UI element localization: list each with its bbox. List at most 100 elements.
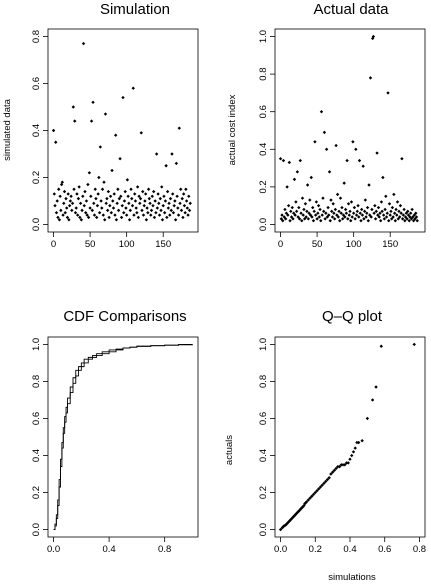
data-point [405,217,409,221]
data-point [76,196,81,201]
data-point [294,200,298,204]
data-point [59,208,63,213]
data-point [391,215,395,219]
data-point [355,440,359,445]
data-point [172,203,176,208]
data-point [365,205,370,210]
x-tick-label: 0.0 [274,544,287,555]
data-point [73,211,78,215]
x-tick-label: 150 [155,239,171,250]
data-point [295,170,300,174]
data-point [117,196,122,201]
data-point [171,192,175,196]
data-point [401,213,406,217]
data-point [289,209,293,214]
data-point [350,215,354,219]
data-point [367,183,371,187]
data-point [324,147,329,151]
y-tick-label: 0.2 [258,180,269,193]
data-point [188,201,192,206]
data-point [158,196,162,201]
x-tick-label: 100 [119,239,135,250]
data-point [150,194,154,198]
data-point [108,194,113,198]
panel-qq-plot: Q–Q plot actuals simulations 0.0 0.2 0.4 0.… [224,308,426,583]
data-point [286,213,290,217]
y-axis-label: simulated data [2,98,13,161]
data-point [382,217,387,221]
data-point [365,416,370,421]
data-point [140,208,144,213]
data-point [309,175,313,180]
data-point [65,206,69,210]
data-point [365,211,369,215]
data-point [183,211,187,215]
data-point [303,202,308,206]
data-point [94,196,98,201]
data-point [370,207,374,212]
data-point [169,208,173,213]
data-point [398,203,403,208]
data-point [125,178,130,182]
data-point [336,215,341,219]
data-point [114,218,119,222]
data-point [91,100,95,105]
data-point [388,213,392,217]
data-point [414,215,419,219]
panel-title: Actual data [313,1,389,18]
data-point [56,215,60,220]
data-point [392,211,397,215]
data-point [154,211,158,215]
data-point [73,119,77,123]
data-point [157,201,161,206]
y-tick-label: 0.6 [258,105,269,118]
data-point [362,217,366,221]
data-point [395,200,400,204]
data-point [343,463,347,467]
data-point [384,194,388,198]
data-point [62,201,66,206]
data-point [105,196,109,201]
data-point [184,187,188,191]
data-point [304,215,308,219]
data-point [386,91,390,95]
data-point [159,208,163,213]
data-point [157,213,162,217]
data-point [328,219,332,223]
data-point [336,464,340,469]
data-point [149,213,153,217]
data-point [330,470,335,474]
data-point [187,194,191,198]
data-point [319,219,323,223]
data-point [305,209,309,214]
data-point [115,201,119,206]
data-point [165,189,170,194]
data-point [321,196,325,200]
data-point [351,211,356,215]
data-point [357,158,362,163]
data-point [70,208,74,213]
data-point [290,516,294,521]
data-point [340,205,344,210]
data-point [321,209,326,214]
data-point [290,205,294,210]
data-point [398,215,402,219]
data-point [116,208,121,213]
data-point [413,217,417,221]
y-tick-label: 0.6 [258,412,269,425]
data-point [299,211,303,215]
data-point [103,112,108,116]
data-point [57,218,62,222]
data-point [322,481,326,485]
data-point [358,211,362,215]
data-point [89,194,93,198]
data-point [180,196,184,201]
data-point [395,213,399,217]
data-point [337,464,342,469]
data-point [147,196,152,201]
data-point [92,213,97,217]
data-point [369,215,373,219]
data-point [298,158,302,163]
data-point [280,213,284,217]
data-point [370,398,375,402]
